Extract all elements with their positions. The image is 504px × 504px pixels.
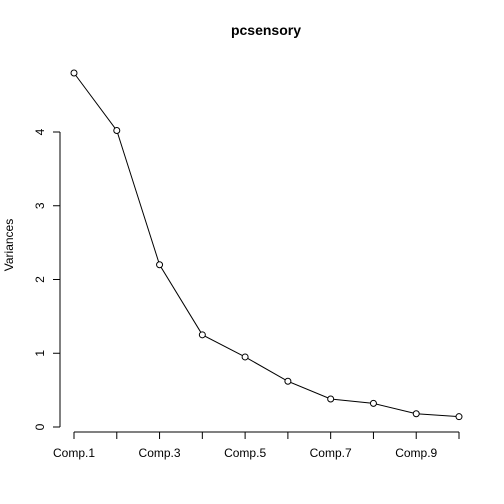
y-tick-label: 3 <box>33 202 47 209</box>
data-point <box>198 331 206 339</box>
x-tick-label: Comp.1 <box>53 446 95 460</box>
data-point <box>70 69 78 77</box>
data-point <box>284 377 292 385</box>
y-tick-label: 4 <box>33 128 47 135</box>
data-point <box>113 127 121 135</box>
data-point <box>455 413 463 421</box>
y-tick-label: 1 <box>33 350 47 357</box>
y-tick-label: 0 <box>33 423 47 430</box>
axes: 0 1 2 3 4 Comp.1 Comp.3 Comp.5 Comp.7 Comp.9 <box>33 128 460 460</box>
data-point <box>156 261 164 269</box>
x-tick-label: Comp.7 <box>310 446 352 460</box>
data-point <box>369 399 377 407</box>
data-point <box>412 410 420 418</box>
data-point <box>327 395 335 403</box>
y-tick-label: 2 <box>33 276 47 283</box>
x-tick-label: Comp.3 <box>139 446 181 460</box>
data-point <box>241 353 249 361</box>
series <box>70 69 463 421</box>
series-line <box>73 72 460 418</box>
x-tick-label: Comp.5 <box>224 446 266 460</box>
y-axis-label: Variances <box>2 219 16 271</box>
x-tick-label: Comp.9 <box>395 446 437 460</box>
chart-title: pcsensory <box>231 22 301 38</box>
